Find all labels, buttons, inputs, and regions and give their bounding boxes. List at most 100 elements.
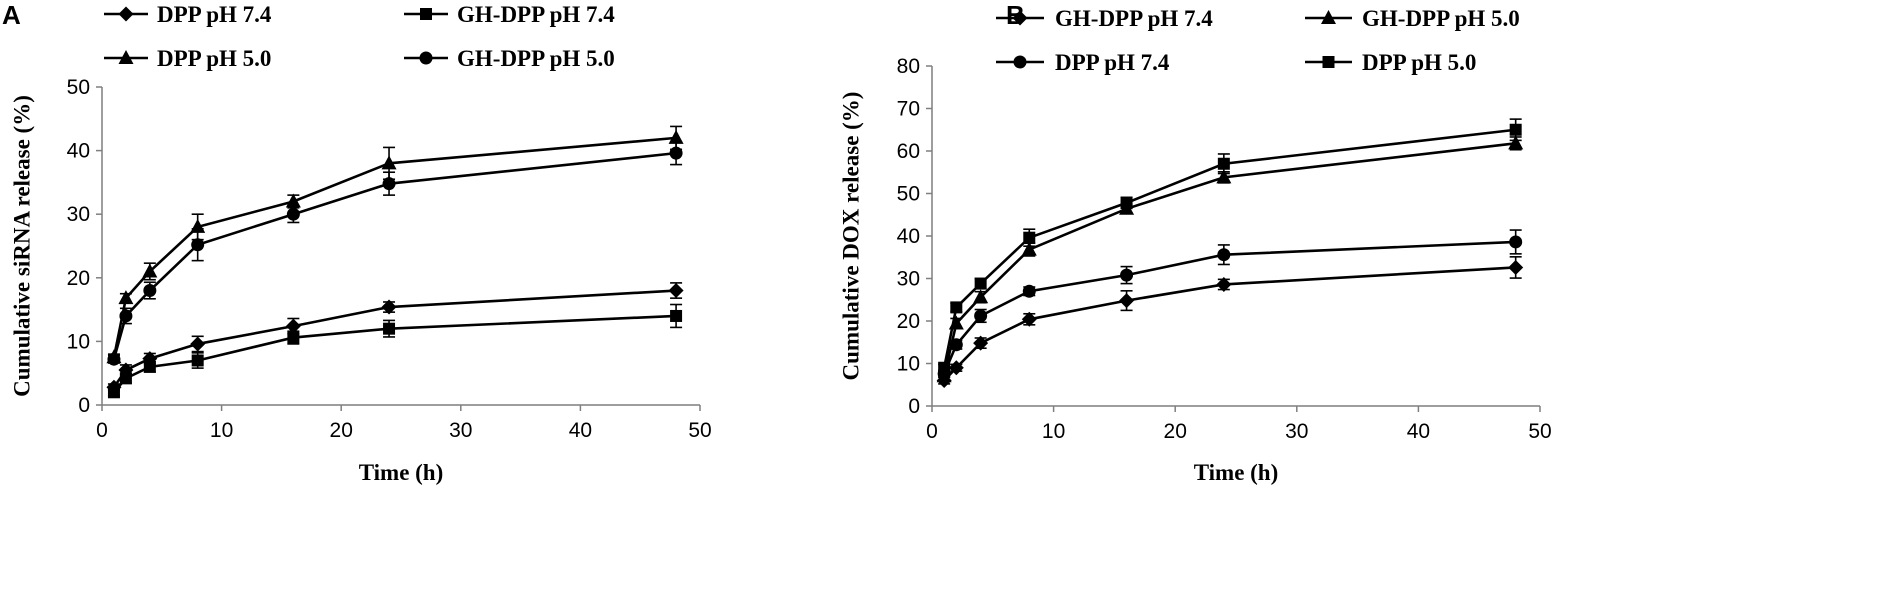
series-dpp-ph-7-4 — [937, 229, 1523, 381]
legend-label: GH-DPP pH 7.4 — [1055, 6, 1213, 31]
data-point — [938, 361, 951, 374]
legend-marker — [1321, 10, 1336, 24]
series-gh-dpp-ph-7-4 — [936, 256, 1524, 388]
y-tick-label: 0 — [78, 394, 90, 417]
legend-label: GH-DPP pH 5.0 — [457, 46, 615, 71]
x-tick-label: 50 — [688, 419, 711, 442]
series-gh-dpp-ph-5-0 — [107, 140, 683, 366]
x-tick-label: 30 — [449, 419, 472, 442]
x-tick-label: 40 — [569, 419, 592, 442]
data-point — [1022, 284, 1036, 298]
panel-a-letter: A — [2, 0, 21, 30]
y-tick-label: 20 — [897, 310, 920, 333]
data-point — [974, 309, 988, 323]
data-point — [1216, 169, 1232, 184]
data-point — [143, 360, 156, 373]
data-point — [382, 177, 396, 191]
data-point — [1508, 135, 1524, 150]
y-axis-title: Cumulative siRNA release (%) — [9, 95, 34, 397]
data-point — [974, 277, 987, 290]
series-line — [942, 240, 1516, 375]
data-point — [1021, 311, 1037, 327]
data-point — [107, 352, 121, 366]
data-point — [948, 360, 964, 376]
data-point — [949, 338, 963, 352]
legend-entry: DPP pH 5.0 — [104, 46, 271, 71]
legend-entry: DPP pH 7.4 — [104, 2, 272, 27]
data-point — [191, 238, 205, 252]
y-tick-label: 0 — [908, 395, 920, 418]
x-tick-label: 30 — [1285, 420, 1308, 443]
legend-marker — [118, 50, 134, 64]
legend-label: GH-DPP pH 5.0 — [1362, 6, 1520, 31]
x-tick-label: 20 — [330, 419, 353, 442]
data-point — [118, 290, 134, 305]
legend-marker — [420, 8, 432, 20]
data-point — [143, 284, 157, 298]
legend-marker — [118, 6, 134, 22]
y-tick-label: 30 — [897, 268, 920, 291]
y-tick-label: 80 — [897, 55, 920, 78]
data-point — [142, 263, 158, 278]
legend-marker — [1013, 55, 1027, 69]
series-dpp-ph-7-4 — [106, 282, 684, 395]
x-axis-title: Time (h) — [1194, 460, 1279, 485]
series-gh-dpp-ph-7-4 — [107, 303, 683, 399]
y-tick-label: 70 — [897, 98, 920, 121]
data-point — [287, 331, 300, 344]
data-point — [1509, 235, 1523, 249]
panel-a: A 0 10 20 30 40 50 0 10 20 30 40 50 Time (h) Cumulati… — [2, 0, 712, 485]
data-point — [107, 386, 120, 399]
y-tick-label: 50 — [67, 76, 90, 99]
data-point — [1217, 248, 1231, 262]
legend-entry: GH-DPP pH 5.0 — [1305, 6, 1520, 31]
x-tick-label: 10 — [1042, 420, 1065, 443]
y-tick-label: 40 — [67, 140, 90, 163]
data-point — [1508, 259, 1524, 275]
legend-label: DPP pH 5.0 — [157, 46, 271, 71]
data-point — [1023, 231, 1036, 244]
data-point — [1216, 276, 1232, 292]
x-tick-label: 0 — [96, 419, 108, 442]
data-point — [1509, 123, 1522, 136]
y-tick-label: 10 — [897, 353, 920, 376]
data-point — [285, 193, 301, 208]
data-point — [973, 335, 989, 351]
data-point — [1217, 157, 1230, 170]
legend-marker — [1012, 10, 1028, 26]
data-point — [190, 336, 206, 352]
series-dpp-ph-5-0 — [938, 118, 1522, 374]
data-point — [381, 155, 397, 170]
legend-entry: GH-DPP pH 7.4 — [996, 6, 1213, 31]
legend-label: DPP pH 5.0 — [1362, 50, 1476, 75]
data-point — [1120, 196, 1133, 209]
y-tick-label: 50 — [897, 183, 920, 206]
legend-entry: DPP pH 7.4 — [996, 50, 1170, 75]
data-point — [1119, 293, 1135, 309]
y-tick-label: 30 — [67, 203, 90, 226]
y-tick-label: 20 — [67, 267, 90, 290]
data-point — [286, 207, 300, 221]
legend-label: DPP pH 7.4 — [157, 2, 272, 27]
data-point — [973, 289, 989, 304]
data-point — [670, 309, 683, 322]
legend-entry: DPP pH 5.0 — [1305, 50, 1476, 75]
y-tick-label: 60 — [897, 140, 920, 163]
data-point — [381, 299, 397, 315]
data-point — [1120, 268, 1134, 282]
x-tick-label: 50 — [1528, 420, 1551, 443]
legend-label: GH-DPP pH 7.4 — [457, 2, 615, 27]
series-gh-dpp-ph-5-0 — [936, 135, 1524, 383]
legend-marker — [419, 51, 433, 65]
data-point — [950, 301, 963, 314]
series-line — [942, 142, 1516, 377]
legend-label: DPP pH 7.4 — [1055, 50, 1170, 75]
y-tick-label: 40 — [897, 225, 920, 248]
x-tick-label: 20 — [1164, 420, 1187, 443]
y-axis-title: Cumulative DOX release (%) — [838, 92, 863, 381]
data-point — [669, 146, 683, 160]
legend-entry: GH-DPP pH 5.0 — [404, 46, 615, 71]
legend-marker — [1322, 56, 1335, 68]
